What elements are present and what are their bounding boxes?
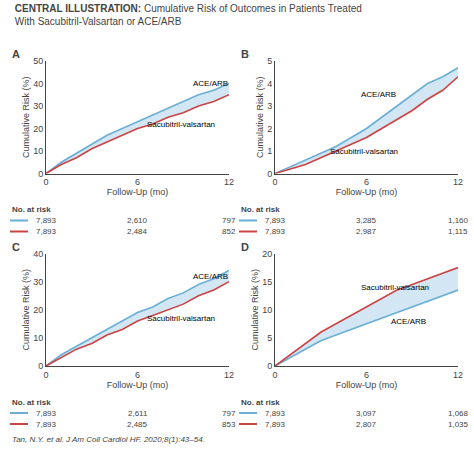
svg-text:Cumulative Risk (%): Cumulative Risk (%) (21, 76, 31, 158)
svg-text:2,484: 2,484 (127, 227, 148, 236)
svg-text:0: 0 (272, 177, 277, 187)
svg-text:Follow-Up (mo): Follow-Up (mo) (107, 380, 169, 390)
svg-text:1: 1 (267, 146, 272, 156)
svg-text:ACE/ARB: ACE/ARB (391, 317, 426, 326)
svg-text:Sacubitril-valsartan: Sacubitril-valsartan (330, 147, 398, 156)
svg-text:6: 6 (135, 370, 140, 380)
svg-text:40: 40 (33, 79, 43, 89)
svg-text:2: 2 (267, 124, 272, 134)
svg-text:0: 0 (38, 361, 43, 371)
svg-text:0: 0 (43, 370, 48, 380)
svg-text:4: 4 (267, 79, 272, 89)
svg-text:0: 0 (267, 361, 272, 371)
svg-text:5: 5 (267, 56, 272, 66)
svg-text:7,893: 7,893 (265, 409, 286, 418)
svg-text:0: 0 (267, 169, 272, 179)
svg-text:ACE/ARB: ACE/ARB (193, 79, 228, 88)
svg-text:6: 6 (135, 177, 140, 187)
svg-text:50: 50 (33, 56, 43, 66)
svg-text:797: 797 (222, 409, 236, 418)
svg-text:10: 10 (33, 146, 43, 156)
svg-text:20: 20 (33, 124, 43, 134)
svg-text:Sacubitril-valsartan: Sacubitril-valsartan (147, 120, 215, 129)
svg-text:A: A (12, 48, 20, 60)
svg-text:7,893: 7,893 (36, 216, 57, 225)
svg-text:3: 3 (267, 101, 272, 111)
svg-text:No. at risk: No. at risk (241, 205, 280, 214)
svg-text:15: 15 (262, 277, 272, 287)
svg-text:1,035: 1,035 (448, 420, 469, 429)
svg-text:12: 12 (224, 177, 234, 187)
svg-text:852: 852 (222, 227, 236, 236)
svg-text:7,893: 7,893 (36, 227, 57, 236)
svg-text:B: B (241, 48, 249, 60)
svg-text:797: 797 (222, 216, 236, 225)
svg-text:1,115: 1,115 (448, 227, 468, 236)
svg-text:Cumulative Risk (%): Cumulative Risk (%) (255, 76, 265, 158)
svg-text:853: 853 (222, 420, 236, 429)
svg-text:Cumulative Risk (%): Cumulative Risk (%) (21, 269, 31, 351)
svg-text:1,068: 1,068 (448, 409, 469, 418)
svg-text:10: 10 (262, 305, 272, 315)
svg-text:Follow-Up (mo): Follow-Up (mo) (336, 380, 398, 390)
svg-text:7,893: 7,893 (265, 216, 286, 225)
svg-text:Cumulative Risk (%): Cumulative Risk (%) (250, 269, 260, 351)
svg-text:ACE/ARB: ACE/ARB (193, 272, 228, 281)
svg-text:7,893: 7,893 (36, 420, 57, 429)
svg-text:7,893: 7,893 (265, 420, 286, 429)
svg-text:2,610: 2,610 (127, 216, 148, 225)
svg-text:0: 0 (38, 169, 43, 179)
svg-text:5: 5 (267, 333, 272, 343)
svg-text:2,807: 2,807 (356, 420, 377, 429)
svg-text:2,611: 2,611 (128, 409, 148, 418)
svg-text:CENTRAL ILLUSTRATION: Cumulati: CENTRAL ILLUSTRATION: Cumulative Risk of… (15, 3, 362, 27)
svg-text:12: 12 (224, 370, 234, 380)
svg-text:30: 30 (33, 277, 43, 287)
svg-text:No. at risk: No. at risk (12, 205, 51, 214)
svg-text:0: 0 (43, 177, 48, 187)
svg-text:20: 20 (262, 249, 272, 259)
svg-text:0: 0 (272, 370, 277, 380)
svg-text:2,987: 2,987 (356, 227, 377, 236)
svg-text:ACE/ARB: ACE/ARB (361, 90, 396, 99)
svg-text:10: 10 (33, 333, 43, 343)
svg-text:1,160: 1,160 (448, 216, 469, 225)
svg-text:Sacubitril-valsartan: Sacubitril-valsartan (361, 283, 429, 292)
svg-text:7,893: 7,893 (36, 409, 57, 418)
svg-text:Follow-Up (mo): Follow-Up (mo) (336, 187, 398, 197)
svg-text:No. at risk: No. at risk (241, 398, 280, 407)
svg-text:20: 20 (33, 305, 43, 315)
svg-text:Sacubitril-valsartan: Sacubitril-valsartan (147, 314, 215, 323)
svg-text:Follow-Up (mo): Follow-Up (mo) (107, 187, 169, 197)
svg-text:30: 30 (33, 101, 43, 111)
svg-text:7,893: 7,893 (265, 227, 286, 236)
svg-text:6: 6 (364, 370, 369, 380)
svg-text:12: 12 (453, 370, 463, 380)
svg-text:12: 12 (453, 177, 463, 187)
svg-text:3,097: 3,097 (356, 409, 377, 418)
svg-text:D: D (241, 241, 249, 253)
svg-text:40: 40 (33, 249, 43, 259)
svg-text:6: 6 (364, 177, 369, 187)
svg-text:3,285: 3,285 (356, 216, 377, 225)
svg-text:No. at risk: No. at risk (12, 398, 51, 407)
svg-text:Tan, N.Y. et al. J Am Coll Car: Tan, N.Y. et al. J Am Coll Cardiol HF. 2… (12, 435, 205, 444)
svg-text:C: C (12, 241, 20, 253)
svg-text:2,485: 2,485 (127, 420, 148, 429)
